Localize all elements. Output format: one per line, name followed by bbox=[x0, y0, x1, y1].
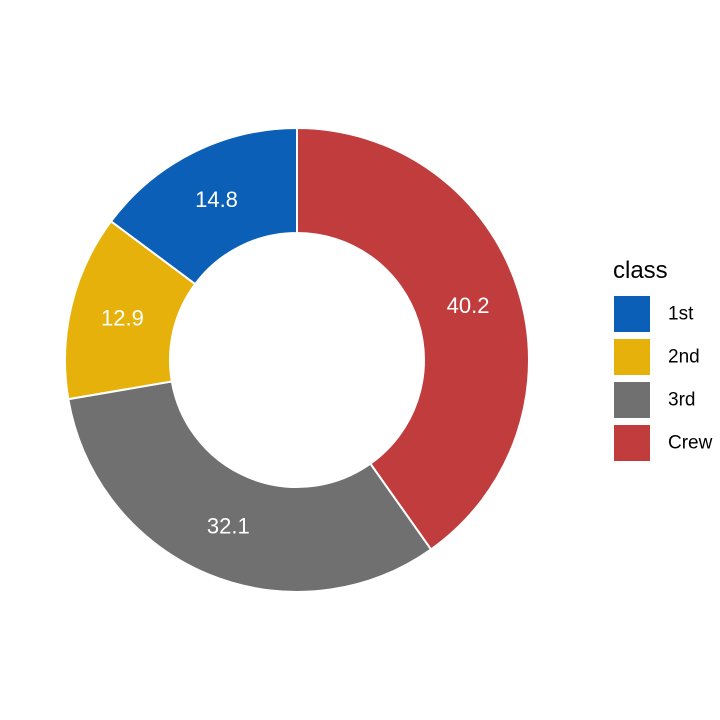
slice-label-3rd: 32.1 bbox=[207, 513, 250, 538]
legend-key-1st bbox=[614, 296, 650, 332]
slice-labels: 40.2 32.1 12.9 14.8 bbox=[101, 187, 489, 538]
donut-slices bbox=[64, 126, 530, 593]
slice-3rd bbox=[67, 380, 433, 593]
slice-label-2nd: 12.9 bbox=[101, 306, 144, 331]
legend-key-crew bbox=[614, 425, 650, 461]
legend-label-3rd: 3rd bbox=[668, 390, 695, 411]
legend: class 1st 2nd 3rd Crew bbox=[613, 257, 713, 461]
slice-crew bbox=[296, 126, 530, 551]
legend-label-1st: 1st bbox=[668, 304, 694, 325]
legend-key-3rd bbox=[614, 382, 650, 418]
slice-label-crew: 40.2 bbox=[447, 293, 490, 318]
slice-1st bbox=[109, 126, 298, 286]
legend-label-2nd: 2nd bbox=[668, 347, 700, 368]
slice-label-1st: 14.8 bbox=[195, 187, 238, 212]
legend-title: class bbox=[613, 257, 668, 284]
legend-key-2nd bbox=[614, 339, 650, 375]
legend-items: 1st 2nd 3rd Crew bbox=[614, 296, 713, 461]
legend-label-crew: Crew bbox=[668, 433, 713, 454]
